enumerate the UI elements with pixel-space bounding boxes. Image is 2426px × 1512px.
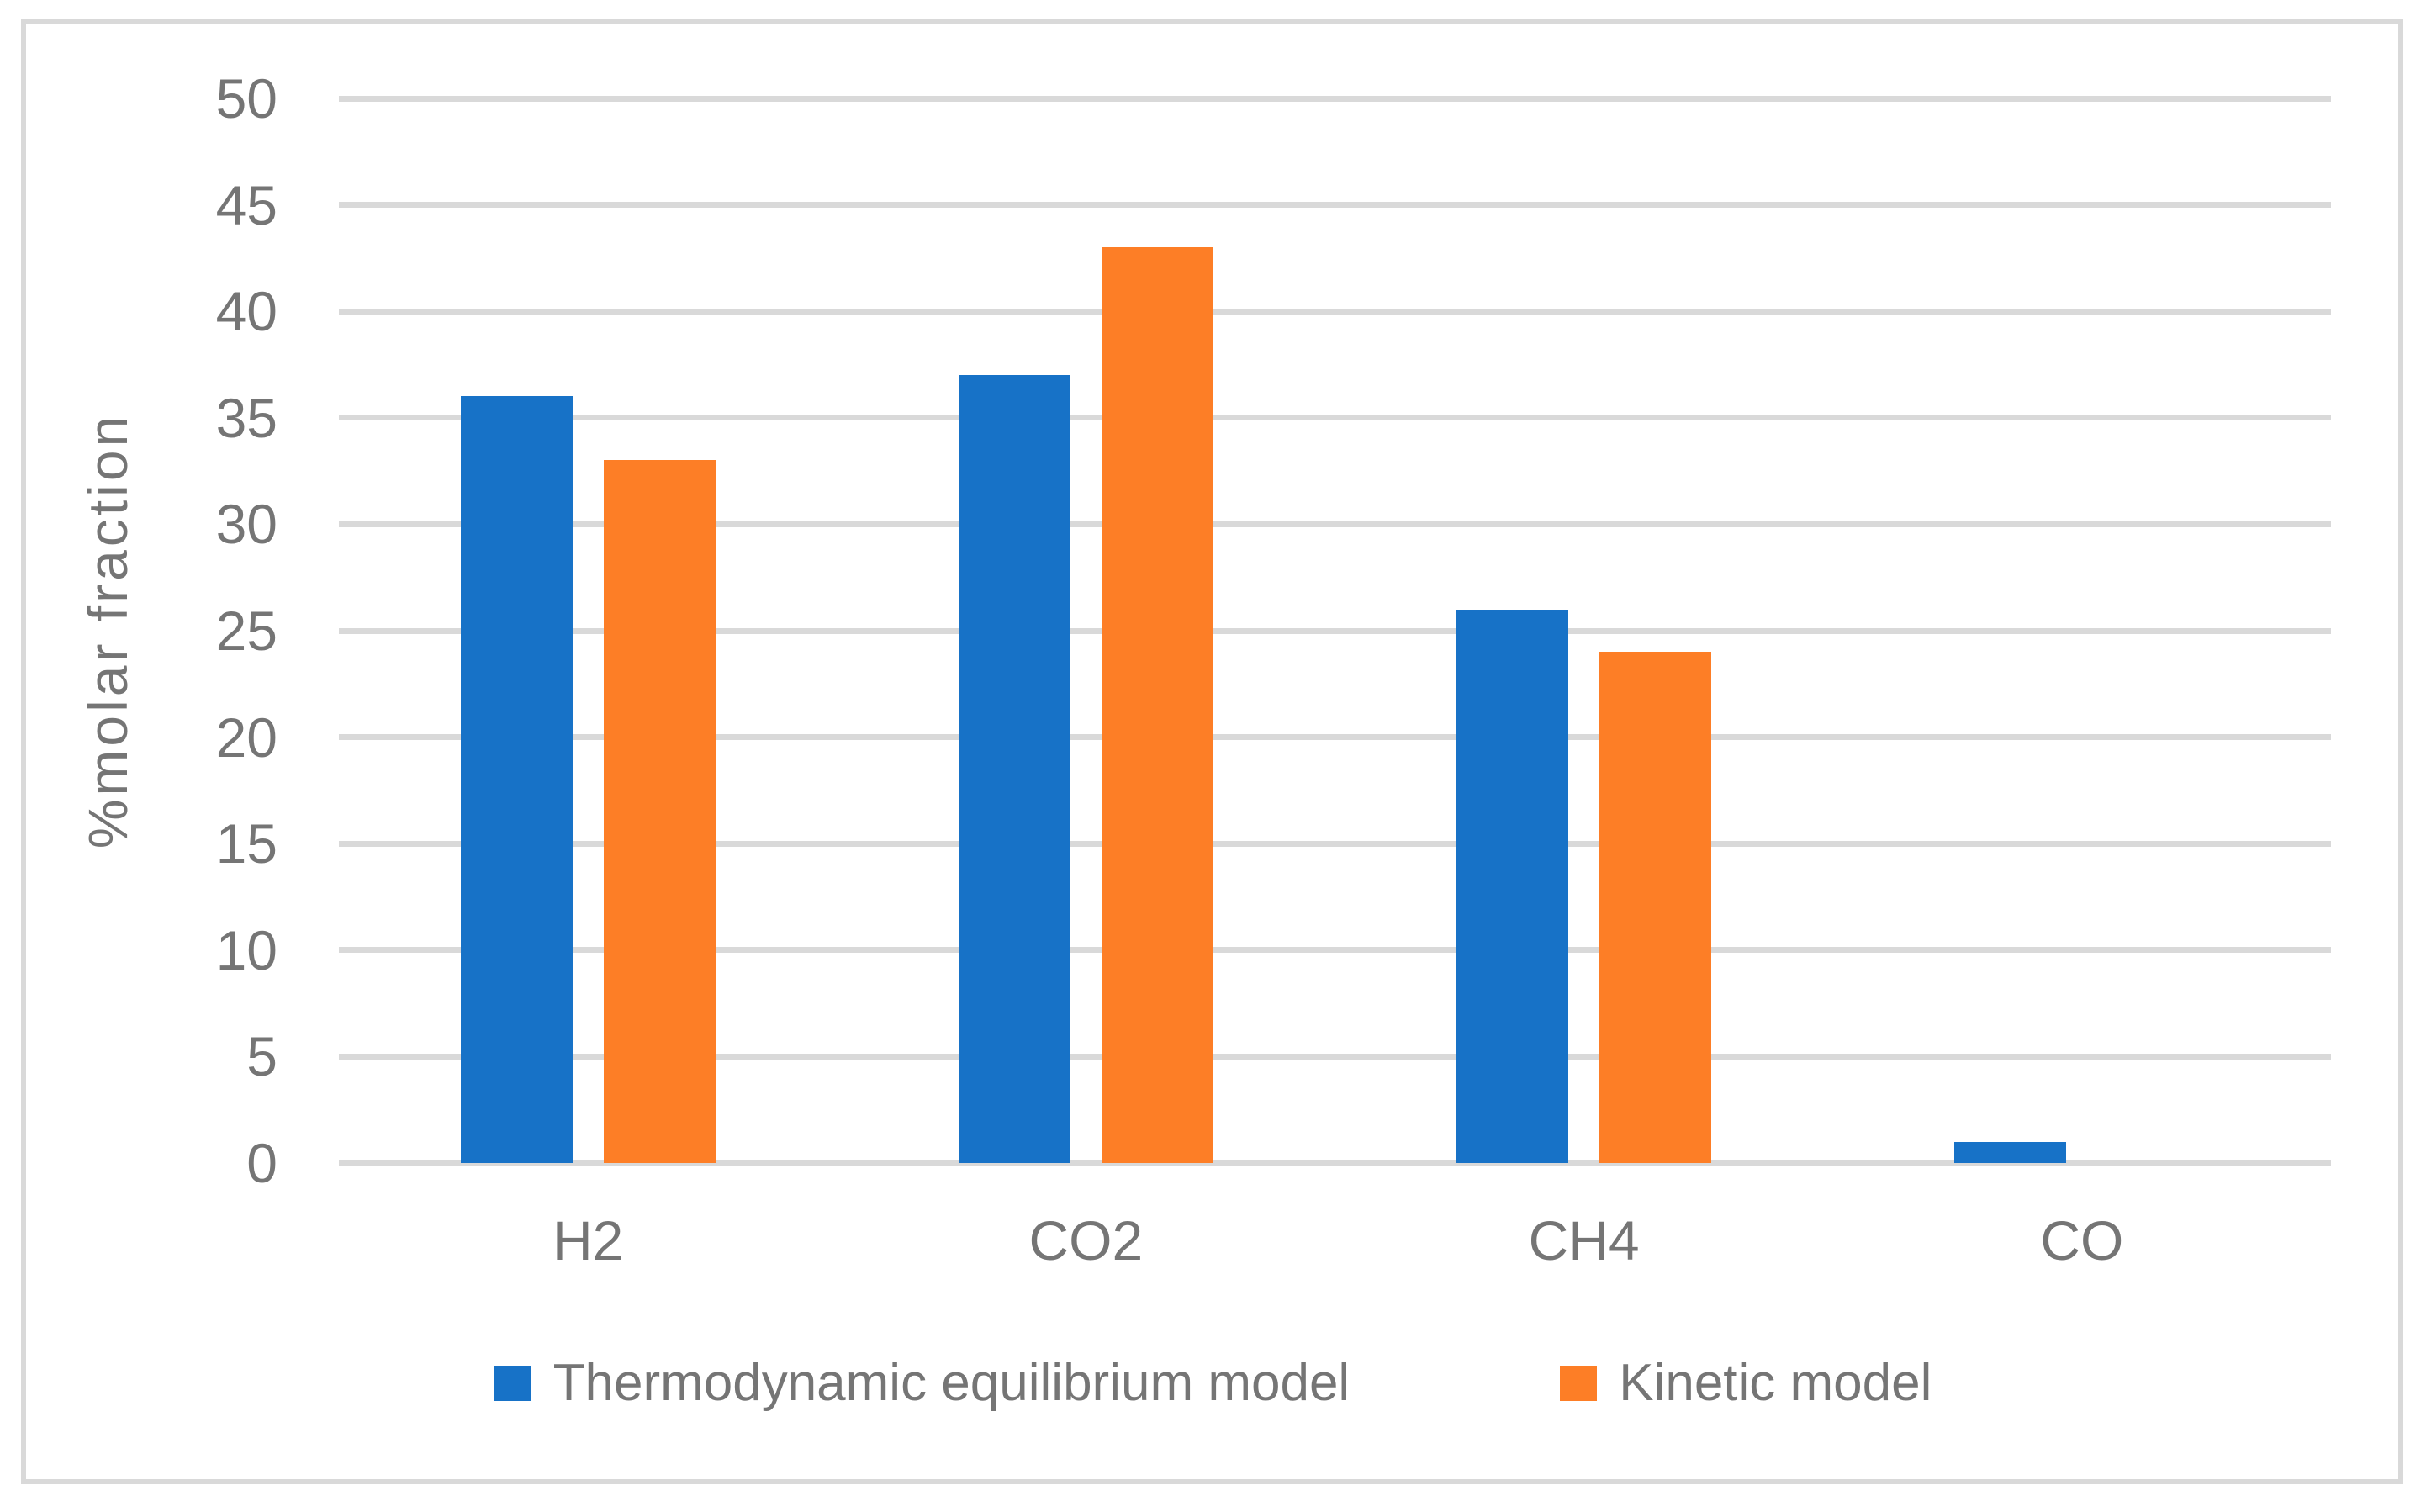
bar-ch4-series1	[1599, 652, 1712, 1163]
x-category-label: CO	[2040, 1209, 2124, 1271]
y-tick-label: 15	[215, 812, 277, 875]
legend-label: Kinetic model	[1619, 1354, 1932, 1412]
legend: Thermodynamic equilibrium model Kinetic …	[0, 1357, 2426, 1409]
x-category-label: H2	[552, 1209, 624, 1271]
gridline	[339, 202, 2331, 209]
legend-item-kinetic: Kinetic model	[1560, 1357, 1932, 1409]
bar-h2-series0	[460, 396, 573, 1163]
gridline	[339, 947, 2331, 954]
gridline	[339, 308, 2331, 315]
gridline	[339, 734, 2331, 741]
gridline	[339, 627, 2331, 634]
legend-label: Thermodynamic equilibrium model	[552, 1354, 1350, 1412]
y-tick-label: 30	[215, 493, 277, 556]
gridline	[339, 95, 2331, 102]
y-tick-label: 40	[215, 280, 277, 343]
x-category-label: CH4	[1528, 1209, 1640, 1271]
y-tick-label: 10	[215, 918, 277, 981]
legend-swatch-blue	[494, 1366, 531, 1401]
y-tick-label: 5	[246, 1025, 277, 1088]
bar-co2-series1	[1101, 247, 1213, 1163]
gridline	[339, 1160, 2331, 1166]
y-tick-label: 45	[215, 173, 277, 236]
bar-co2-series0	[958, 375, 1070, 1163]
y-tick-label: 50	[215, 67, 277, 130]
bar-h2-series1	[603, 460, 716, 1163]
y-tick-label: 25	[215, 600, 277, 662]
y-axis-title: %molar fraction	[77, 412, 139, 849]
gridline	[339, 840, 2331, 847]
legend-swatch-orange	[1560, 1366, 1598, 1401]
gridline	[339, 521, 2331, 527]
gridline	[339, 415, 2331, 421]
legend-item-thermodynamic: Thermodynamic equilibrium model	[494, 1357, 1350, 1409]
y-tick-label: 35	[215, 386, 277, 449]
gridline	[339, 1053, 2331, 1060]
y-tick-label: 0	[246, 1132, 277, 1194]
x-category-label: CO2	[1028, 1209, 1144, 1271]
bar-co-series0	[1954, 1141, 2067, 1163]
bar-ch4-series0	[1456, 609, 1569, 1163]
y-tick-label: 20	[215, 706, 277, 769]
